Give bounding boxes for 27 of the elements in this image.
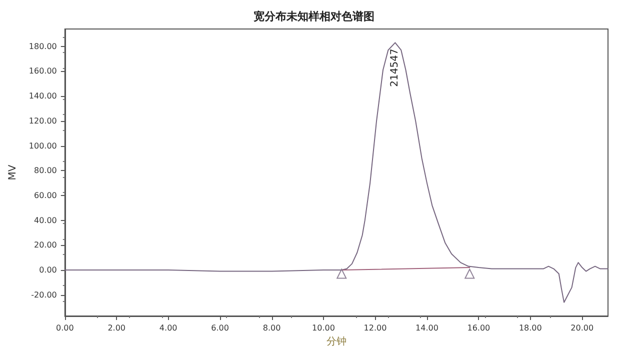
y-tick-label: 60.00: [34, 190, 57, 200]
chart-title: 宽分布未知样相对色谱图: [254, 10, 374, 23]
x-tick-label: 16.00: [467, 324, 490, 332]
x-tick-label: 4.00: [159, 324, 178, 332]
y-tick-label: 140.00: [28, 92, 57, 101]
annotation: 214547: [390, 48, 401, 87]
y-tick-label: 0.00: [39, 266, 57, 275]
y-tick-label: 100.00: [28, 141, 57, 150]
y-tick-label: 120.00: [28, 116, 57, 126]
x-tick-label: 12.00: [364, 324, 387, 332]
y-tick-label: 20.00: [34, 240, 57, 250]
y-tick-label: -20.00: [31, 290, 57, 300]
x-tick-label: 18.00: [518, 324, 542, 332]
x-tick-label: 8.00: [262, 324, 281, 332]
x-tick-label: 2.00: [108, 324, 126, 332]
x-tick-label: 6.00: [211, 324, 229, 332]
x-tick-label: 14.00: [416, 324, 438, 332]
x-axis-title: 分钟: [326, 335, 346, 348]
x-tick-label: 20.00: [570, 324, 594, 332]
y-tick-label: 80.00: [34, 166, 57, 176]
y-tick-label: 40.00: [34, 216, 57, 225]
y-axis-title: MV: [8, 164, 18, 180]
y-tick-label: 180.00: [28, 42, 57, 51]
y-tick-label: 160.00: [28, 66, 57, 76]
x-tick-label: 0.00: [56, 324, 74, 332]
x-tick-label: 10.00: [312, 324, 335, 332]
line-series: [64, 42, 608, 303]
